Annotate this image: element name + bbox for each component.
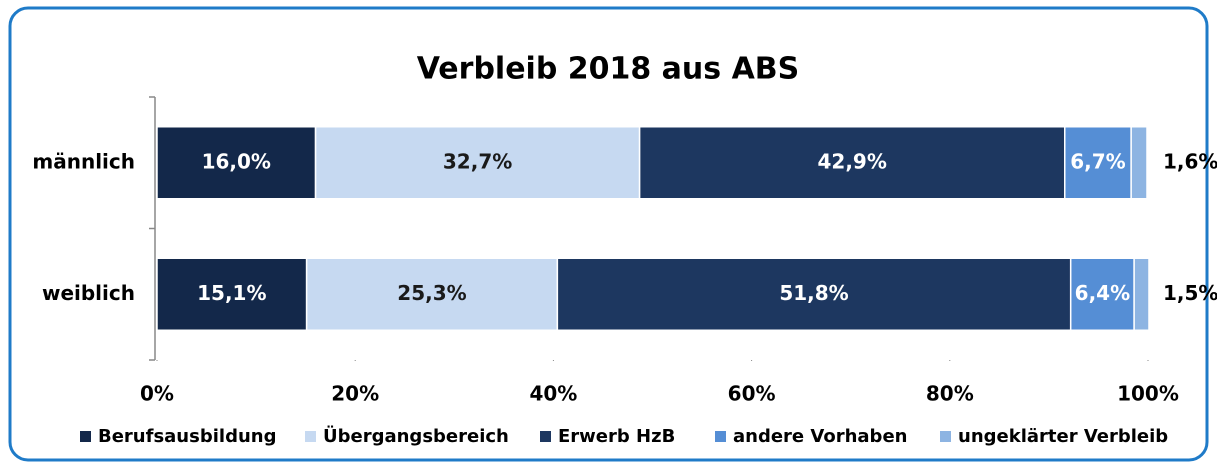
bar-segment — [1064, 126, 1132, 200]
data-label: 6,7% — [1070, 149, 1125, 173]
legend-swatch — [540, 431, 551, 442]
bar-segment — [314, 126, 641, 200]
x-tick-label: 80% — [926, 382, 974, 406]
data-label: 51,8% — [779, 281, 848, 305]
data-label: 6,4% — [1075, 281, 1130, 305]
legend-label: andere Vorhaben — [733, 426, 907, 447]
frame — [8, 6, 1209, 462]
chart-title: Verbleib 2018 aus ABS — [417, 52, 800, 87]
legend-label: Berufsausbildung — [98, 426, 276, 447]
bar-segment — [1130, 126, 1148, 200]
legend-swatch — [305, 431, 316, 442]
y-tick-label: männlich — [32, 149, 135, 173]
x-tick-label: 100% — [1117, 382, 1179, 406]
x-tick-label: 60% — [728, 382, 776, 406]
bar-segment — [156, 126, 317, 200]
x-tick-label: 20% — [331, 382, 379, 406]
bar-segment — [1133, 257, 1150, 331]
legend-swatch — [80, 431, 91, 442]
data-label: 32,7% — [443, 149, 512, 173]
legend-swatch — [940, 431, 951, 442]
legend-swatch — [715, 431, 726, 442]
legend-label: Übergangsbereich — [323, 425, 509, 447]
bar-segment — [305, 257, 559, 331]
bar-segment — [556, 257, 1072, 331]
data-label: 1,6% — [1163, 149, 1217, 173]
x-tick-label: 0% — [140, 382, 174, 406]
data-label: 15,1% — [197, 281, 266, 305]
x-tick-label: 40% — [529, 382, 577, 406]
data-label: 42,9% — [817, 149, 886, 173]
bar-segment — [156, 257, 308, 331]
data-label: 25,3% — [397, 281, 466, 305]
legend-label: ungeklärter Verbleib — [958, 426, 1168, 447]
data-label: 1,5% — [1163, 281, 1217, 305]
legend-label: Erwerb HzB — [558, 426, 675, 447]
bar-segment — [638, 126, 1066, 200]
y-tick-label: weiblich — [42, 281, 135, 305]
data-label: 16,0% — [202, 149, 271, 173]
